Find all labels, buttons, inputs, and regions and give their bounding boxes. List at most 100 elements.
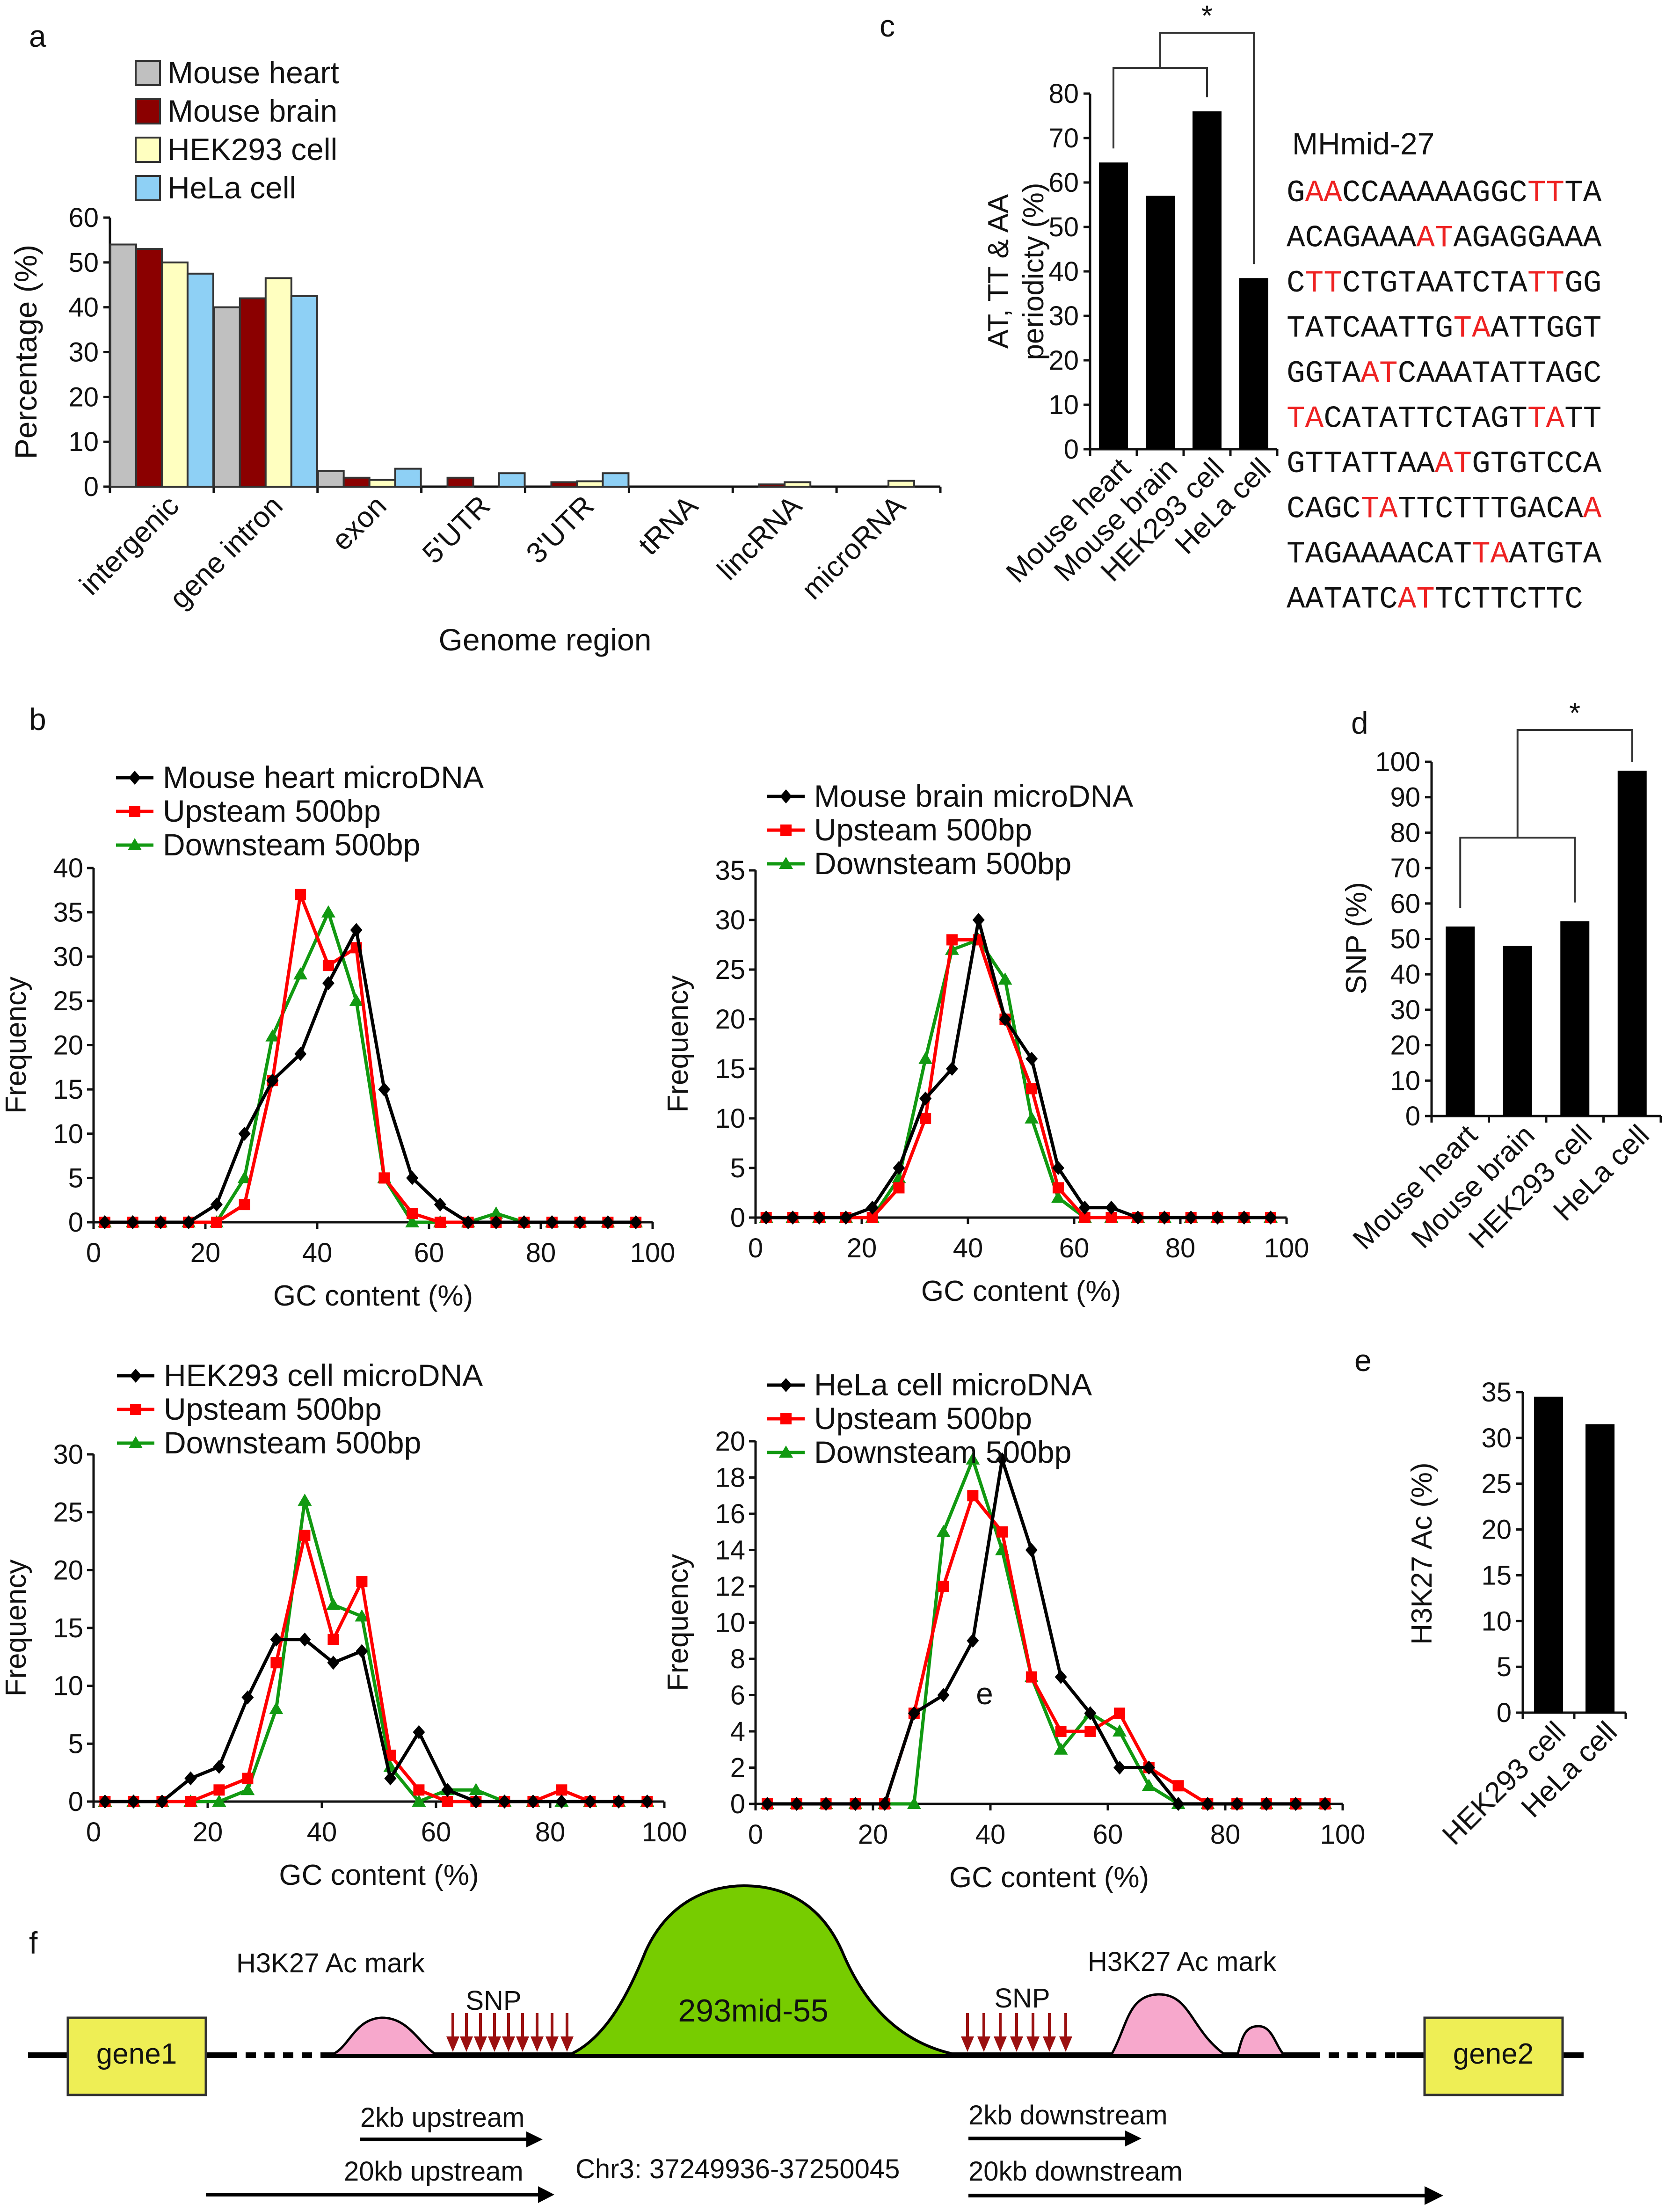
snp-arrow-head	[474, 2036, 487, 2052]
gene2-box	[1423, 2016, 1564, 2096]
marker-diamond	[406, 1171, 419, 1185]
bar	[317, 470, 345, 488]
y-tick-label: 10	[68, 427, 99, 457]
sequence-segment: TA	[1564, 175, 1602, 211]
marker-square	[213, 1784, 225, 1796]
marker-triangle	[412, 1795, 426, 1807]
legend-label: HeLa cell	[167, 170, 296, 205]
marker-triangle	[489, 1206, 503, 1219]
y-tick-label: 0	[730, 1203, 745, 1233]
marker-diamond	[1289, 1797, 1302, 1811]
significance-star: *	[1201, 0, 1213, 32]
marker-triangle	[966, 1452, 980, 1465]
marker-diamond	[1231, 1797, 1244, 1811]
marker-triangle	[293, 967, 308, 980]
sequence-line: TAGAAAACATTAATGTA	[1287, 537, 1602, 572]
marker-square	[920, 1113, 931, 1124]
marker-square	[1052, 1182, 1064, 1194]
marker-triangle	[1025, 1111, 1039, 1124]
snp-arrow-head	[977, 2036, 990, 2052]
down20kb-arrowhead	[1425, 2186, 1443, 2205]
bar	[446, 476, 474, 488]
legend-swatch	[135, 175, 161, 201]
y-tick-label: 8	[730, 1644, 745, 1674]
x-tick-label: 20	[193, 1817, 223, 1847]
bar	[784, 481, 812, 488]
y-tick-label: 30	[53, 941, 83, 972]
sequence-highlight: AT	[1416, 221, 1453, 256]
marker-diamond	[1084, 1706, 1097, 1721]
x-tick-label: 60	[414, 1238, 444, 1268]
marker-square	[1026, 1083, 1038, 1095]
y-tick-label: 15	[53, 1074, 83, 1105]
bar	[290, 295, 318, 488]
chart-gc-hela: 0 2 4 6 8 10 12 14 16 18 20 0 20 40 60 80 100 GC content …	[662, 1367, 1365, 1894]
y-tick-label: 25	[53, 1497, 83, 1528]
x-tick-label: 20	[847, 1233, 877, 1263]
marker-square	[299, 1530, 311, 1541]
chart-gc-mouse-brain: 0 5 10 15 20 25 30 35 0 20 40 60 80 100 GC content (%)…	[662, 779, 1309, 1307]
x-tick-label: 60	[421, 1817, 451, 1847]
sequence-highlight: TT	[1527, 266, 1564, 301]
marker-diamond	[413, 1725, 425, 1739]
y-tick-label: 90	[1390, 782, 1420, 813]
x-tick-label: 80	[1165, 1233, 1196, 1263]
y-tick-label: 35	[53, 898, 83, 928]
x-tick-label: 0	[86, 1238, 101, 1268]
legend-label: Downsteam 500bp	[814, 1435, 1071, 1469]
sequence-segment: CAGC	[1287, 492, 1360, 527]
marker-triangle	[936, 1525, 951, 1537]
marker-triangle	[907, 1797, 921, 1809]
marker-square	[322, 960, 334, 971]
marker-diamond	[470, 1795, 482, 1809]
up2kb-label: 2kb upstream	[360, 2102, 524, 2133]
x-tick-label: 60	[1059, 1233, 1090, 1263]
y-tick-label: 20	[68, 382, 99, 412]
legend-label: Mouse brain	[167, 94, 337, 128]
marker-diamond	[893, 1161, 905, 1175]
sequence-highlight: A	[1583, 492, 1602, 527]
x-axis-label: GC content (%)	[921, 1275, 1121, 1307]
sequence-line: AATATCATTCTTCTTC	[1287, 582, 1583, 617]
marker-triangle	[237, 1171, 252, 1183]
y-tick-label: 40	[53, 853, 83, 883]
x-tick-label: 100	[1264, 1233, 1309, 1263]
marker-diamond	[99, 1795, 111, 1809]
marker-square	[556, 1784, 567, 1796]
sequence-segment: GTGTCCA	[1472, 446, 1602, 482]
snp-label-right: SNP	[994, 1983, 1050, 2014]
marker-triangle	[298, 1493, 312, 1506]
sequence-line: GAACCAAAAAGGCTTTA	[1287, 175, 1602, 211]
panel-letter-f: f	[29, 1926, 38, 1960]
marker-diamond	[156, 1795, 168, 1809]
marker-triangle	[779, 1445, 793, 1458]
legend-label: HEK293 cell	[167, 132, 337, 167]
sequence-highlight: AT	[1360, 356, 1397, 391]
marker-diamond	[1105, 1200, 1118, 1215]
x-tick-label: 80	[535, 1817, 566, 1847]
y-tick-label: 30	[1390, 995, 1420, 1025]
bar	[1617, 770, 1647, 1116]
y-tick-label: 30	[68, 337, 99, 368]
bar	[186, 272, 214, 488]
marker-diamond	[350, 923, 363, 937]
y-tick-label: 60	[1048, 168, 1079, 198]
marker-diamond	[126, 1215, 139, 1229]
x-axis-label: GC content (%)	[279, 1859, 479, 1891]
h3k27-mark-right	[1109, 1993, 1229, 2057]
marker-diamond	[1211, 1211, 1224, 1225]
legend-label: HEK293 cell microDNA	[164, 1358, 483, 1393]
marker-diamond	[1113, 1760, 1126, 1775]
sequence-highlight: TT	[1305, 266, 1342, 301]
sequence-highlight: AT	[1398, 582, 1435, 617]
snp-arrow-head	[516, 2036, 529, 2052]
marker-diamond	[972, 913, 985, 927]
x-axis-label: GC content (%)	[273, 1280, 473, 1312]
x-tick-label: 100	[1320, 1819, 1366, 1850]
bar	[264, 277, 292, 488]
marker-diamond	[1319, 1797, 1331, 1811]
marker-diamond	[813, 1211, 826, 1225]
y-tick-label: 40	[1390, 959, 1420, 990]
